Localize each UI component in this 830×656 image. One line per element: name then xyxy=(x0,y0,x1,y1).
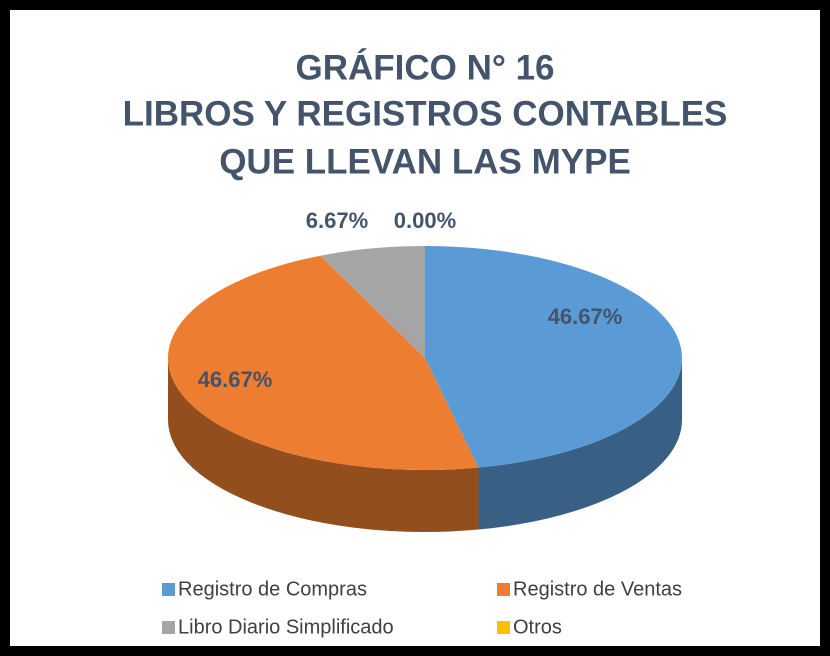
legend-swatch xyxy=(497,621,510,634)
pie-slice xyxy=(168,255,479,470)
legend-swatch xyxy=(497,583,510,596)
legend-swatch xyxy=(162,583,175,596)
chart-title: LIBROS Y REGISTROS CONTABLES xyxy=(123,94,728,133)
chart-title: QUE LLEVAN LAS MYPE xyxy=(219,142,631,181)
pie-slice xyxy=(425,246,682,468)
value-label: 46.67% xyxy=(548,304,623,329)
legend-label: Registro de Ventas xyxy=(513,578,682,600)
legend-label: Registro de Compras xyxy=(178,578,367,600)
chart-title: GRÁFICO N° 16 xyxy=(295,47,554,87)
value-label: 46.67% xyxy=(198,367,273,392)
value-label: 6.67% xyxy=(306,208,368,233)
value-label: 0.00% xyxy=(394,208,456,233)
pie-side xyxy=(167,358,479,532)
pie-slice xyxy=(320,246,425,358)
pie-side xyxy=(478,358,682,530)
legend-label: Otros xyxy=(513,616,562,638)
legend-label: Libro Diario Simplificado xyxy=(178,616,394,638)
legend-swatch xyxy=(162,621,175,634)
